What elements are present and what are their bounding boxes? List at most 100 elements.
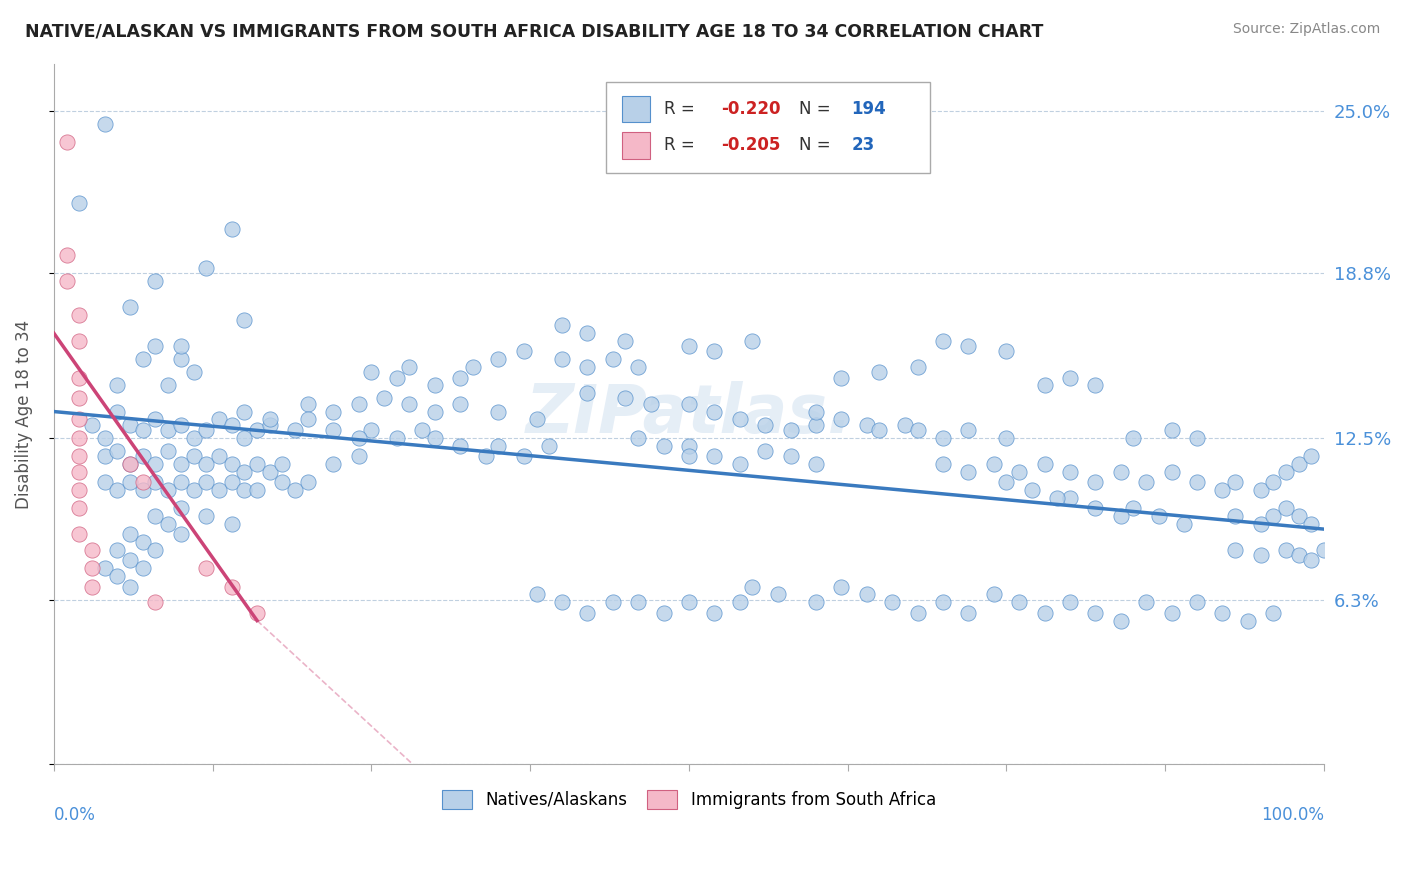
Point xyxy=(830,580,852,594)
Point xyxy=(449,397,471,411)
Point xyxy=(145,457,167,471)
Point xyxy=(132,423,155,437)
Point xyxy=(513,449,536,463)
Point xyxy=(118,457,141,471)
Point xyxy=(118,300,141,314)
Point xyxy=(678,397,700,411)
Point xyxy=(1084,475,1107,489)
Point xyxy=(183,365,205,379)
Point xyxy=(551,595,574,609)
Point xyxy=(170,457,193,471)
Point xyxy=(869,365,891,379)
Point xyxy=(118,457,141,471)
Point xyxy=(1313,543,1336,558)
Point xyxy=(157,378,180,392)
Point xyxy=(157,483,180,497)
Point xyxy=(284,483,307,497)
Point xyxy=(67,334,90,348)
Point xyxy=(297,412,319,426)
Point xyxy=(297,475,319,489)
Point xyxy=(322,423,344,437)
Point xyxy=(551,352,574,367)
Point xyxy=(80,580,103,594)
Point xyxy=(221,475,243,489)
Point xyxy=(932,431,955,445)
Point xyxy=(105,483,128,497)
Point xyxy=(170,339,193,353)
Point xyxy=(183,449,205,463)
Point xyxy=(145,412,167,426)
Point xyxy=(995,475,1018,489)
Point xyxy=(1211,606,1233,620)
Point xyxy=(105,543,128,558)
Point xyxy=(105,569,128,583)
Point xyxy=(754,417,776,432)
Point xyxy=(614,392,637,406)
Point xyxy=(1250,516,1272,531)
Point xyxy=(1301,449,1323,463)
Point xyxy=(1288,548,1310,562)
Point xyxy=(208,412,231,426)
Point xyxy=(67,308,90,322)
Point xyxy=(1033,378,1056,392)
Point xyxy=(385,370,408,384)
Point xyxy=(80,417,103,432)
Bar xyxy=(621,95,650,122)
Point xyxy=(1122,431,1144,445)
Point xyxy=(614,334,637,348)
Point xyxy=(461,360,484,375)
Text: -0.220: -0.220 xyxy=(721,100,780,118)
Point xyxy=(894,417,917,432)
Point xyxy=(67,195,90,210)
Point xyxy=(869,423,891,437)
Text: 100.0%: 100.0% xyxy=(1261,806,1324,824)
Point xyxy=(233,483,256,497)
Point xyxy=(67,501,90,516)
Point xyxy=(170,417,193,432)
Point xyxy=(995,431,1018,445)
Text: Source: ZipAtlas.com: Source: ZipAtlas.com xyxy=(1233,22,1381,37)
Point xyxy=(957,465,980,479)
Point xyxy=(449,370,471,384)
Point xyxy=(360,423,382,437)
Point xyxy=(754,443,776,458)
Point xyxy=(728,412,751,426)
Point xyxy=(67,483,90,497)
Point xyxy=(1160,423,1182,437)
Point xyxy=(271,475,294,489)
Point xyxy=(576,606,599,620)
Point xyxy=(80,543,103,558)
Point xyxy=(830,412,852,426)
Point xyxy=(907,360,929,375)
Point xyxy=(385,431,408,445)
Point xyxy=(1059,465,1081,479)
Point xyxy=(1275,501,1298,516)
Point xyxy=(67,465,90,479)
Point xyxy=(233,404,256,418)
Point xyxy=(678,438,700,452)
Point xyxy=(1033,457,1056,471)
Point xyxy=(195,423,218,437)
Point xyxy=(1059,370,1081,384)
Point xyxy=(132,352,155,367)
Point xyxy=(576,360,599,375)
Y-axis label: Disability Age 18 to 34: Disability Age 18 to 34 xyxy=(15,319,32,508)
Point xyxy=(246,606,269,620)
Point xyxy=(855,587,877,601)
Text: ZIPatlas.: ZIPatlas. xyxy=(526,381,852,447)
Point xyxy=(652,438,675,452)
Point xyxy=(170,527,193,541)
Point xyxy=(678,339,700,353)
Point xyxy=(627,360,650,375)
Bar xyxy=(606,81,931,172)
Point xyxy=(652,606,675,620)
Point xyxy=(170,352,193,367)
Point xyxy=(486,352,509,367)
Point xyxy=(486,404,509,418)
Point xyxy=(221,417,243,432)
Point xyxy=(132,475,155,489)
Point xyxy=(67,449,90,463)
Text: N =: N = xyxy=(800,136,837,154)
Point xyxy=(907,423,929,437)
Point xyxy=(678,449,700,463)
